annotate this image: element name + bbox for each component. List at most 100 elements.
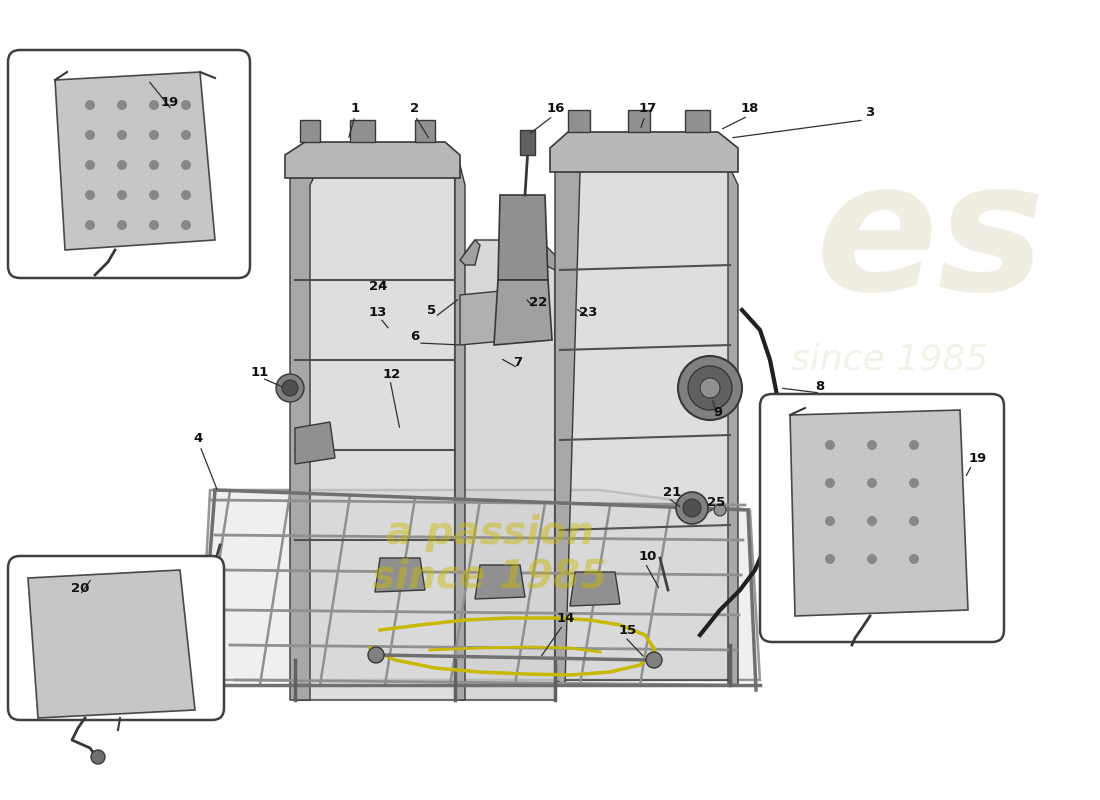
Circle shape bbox=[85, 220, 95, 230]
Circle shape bbox=[276, 374, 304, 402]
Polygon shape bbox=[560, 148, 730, 680]
Text: 10: 10 bbox=[639, 550, 657, 562]
Circle shape bbox=[182, 100, 191, 110]
Circle shape bbox=[117, 220, 126, 230]
FancyBboxPatch shape bbox=[8, 50, 250, 278]
Circle shape bbox=[148, 190, 159, 200]
Circle shape bbox=[909, 440, 918, 450]
Circle shape bbox=[182, 220, 191, 230]
Circle shape bbox=[825, 478, 835, 488]
Polygon shape bbox=[520, 130, 535, 155]
Circle shape bbox=[909, 478, 918, 488]
Circle shape bbox=[825, 516, 835, 526]
Text: 9: 9 bbox=[714, 406, 723, 418]
Circle shape bbox=[867, 554, 877, 564]
Polygon shape bbox=[446, 155, 465, 700]
Polygon shape bbox=[375, 558, 425, 592]
Polygon shape bbox=[55, 72, 215, 250]
Circle shape bbox=[85, 190, 95, 200]
Circle shape bbox=[117, 130, 126, 140]
Circle shape bbox=[204, 576, 222, 594]
Polygon shape bbox=[568, 110, 590, 132]
Text: 19: 19 bbox=[969, 451, 987, 465]
Circle shape bbox=[825, 440, 835, 450]
Circle shape bbox=[117, 100, 126, 110]
Circle shape bbox=[85, 100, 95, 110]
Circle shape bbox=[867, 478, 877, 488]
Circle shape bbox=[683, 499, 701, 517]
Polygon shape bbox=[415, 120, 434, 142]
Text: 19: 19 bbox=[161, 95, 179, 109]
Polygon shape bbox=[570, 572, 620, 606]
Circle shape bbox=[909, 516, 918, 526]
Circle shape bbox=[700, 378, 720, 398]
Polygon shape bbox=[290, 155, 315, 700]
Polygon shape bbox=[350, 120, 375, 142]
Text: 23: 23 bbox=[579, 306, 597, 318]
Polygon shape bbox=[28, 570, 195, 718]
Circle shape bbox=[148, 160, 159, 170]
Text: 3: 3 bbox=[866, 106, 874, 118]
Circle shape bbox=[714, 504, 726, 516]
Text: 13: 13 bbox=[368, 306, 387, 318]
Text: 22: 22 bbox=[529, 295, 547, 309]
Polygon shape bbox=[460, 240, 556, 700]
FancyBboxPatch shape bbox=[760, 394, 1004, 642]
Polygon shape bbox=[540, 240, 560, 270]
Circle shape bbox=[182, 130, 191, 140]
Text: es: es bbox=[815, 152, 1045, 328]
Circle shape bbox=[91, 750, 104, 764]
Circle shape bbox=[867, 440, 877, 450]
Polygon shape bbox=[300, 120, 320, 142]
Polygon shape bbox=[550, 132, 738, 172]
Polygon shape bbox=[295, 422, 336, 464]
Circle shape bbox=[646, 652, 662, 668]
Circle shape bbox=[148, 220, 159, 230]
Circle shape bbox=[85, 160, 95, 170]
Circle shape bbox=[117, 160, 126, 170]
FancyBboxPatch shape bbox=[8, 556, 224, 720]
Polygon shape bbox=[494, 280, 552, 345]
Circle shape bbox=[282, 380, 298, 396]
Polygon shape bbox=[556, 145, 585, 685]
Circle shape bbox=[368, 647, 384, 663]
Polygon shape bbox=[710, 148, 738, 685]
Polygon shape bbox=[790, 410, 968, 616]
Text: 15: 15 bbox=[619, 623, 637, 637]
Polygon shape bbox=[460, 290, 514, 345]
Text: 8: 8 bbox=[815, 379, 825, 393]
Circle shape bbox=[148, 130, 159, 140]
Circle shape bbox=[148, 100, 159, 110]
Circle shape bbox=[825, 554, 835, 564]
Text: 21: 21 bbox=[663, 486, 681, 498]
Text: 2: 2 bbox=[410, 102, 419, 114]
Polygon shape bbox=[460, 240, 480, 265]
Text: 6: 6 bbox=[410, 330, 419, 342]
Text: 4: 4 bbox=[194, 431, 202, 445]
Polygon shape bbox=[285, 142, 460, 178]
Polygon shape bbox=[628, 110, 650, 132]
Circle shape bbox=[678, 356, 743, 420]
Circle shape bbox=[909, 554, 918, 564]
Text: 25: 25 bbox=[707, 495, 725, 509]
Text: 24: 24 bbox=[368, 279, 387, 293]
Text: 16: 16 bbox=[547, 102, 565, 114]
Text: 20: 20 bbox=[70, 582, 89, 594]
Text: since 1985: since 1985 bbox=[791, 343, 989, 377]
Circle shape bbox=[182, 190, 191, 200]
Circle shape bbox=[182, 160, 191, 170]
Text: 7: 7 bbox=[514, 355, 522, 369]
Text: a passion
since 1985: a passion since 1985 bbox=[373, 514, 607, 596]
Circle shape bbox=[117, 190, 126, 200]
Text: 12: 12 bbox=[383, 367, 402, 381]
Text: 11: 11 bbox=[251, 366, 270, 378]
Circle shape bbox=[688, 366, 732, 410]
Circle shape bbox=[85, 130, 95, 140]
Polygon shape bbox=[295, 155, 455, 700]
Polygon shape bbox=[498, 195, 548, 280]
Text: 5: 5 bbox=[428, 303, 437, 317]
Text: 17: 17 bbox=[639, 102, 657, 114]
Polygon shape bbox=[200, 490, 760, 680]
Polygon shape bbox=[685, 110, 710, 132]
Text: 1: 1 bbox=[351, 102, 360, 114]
